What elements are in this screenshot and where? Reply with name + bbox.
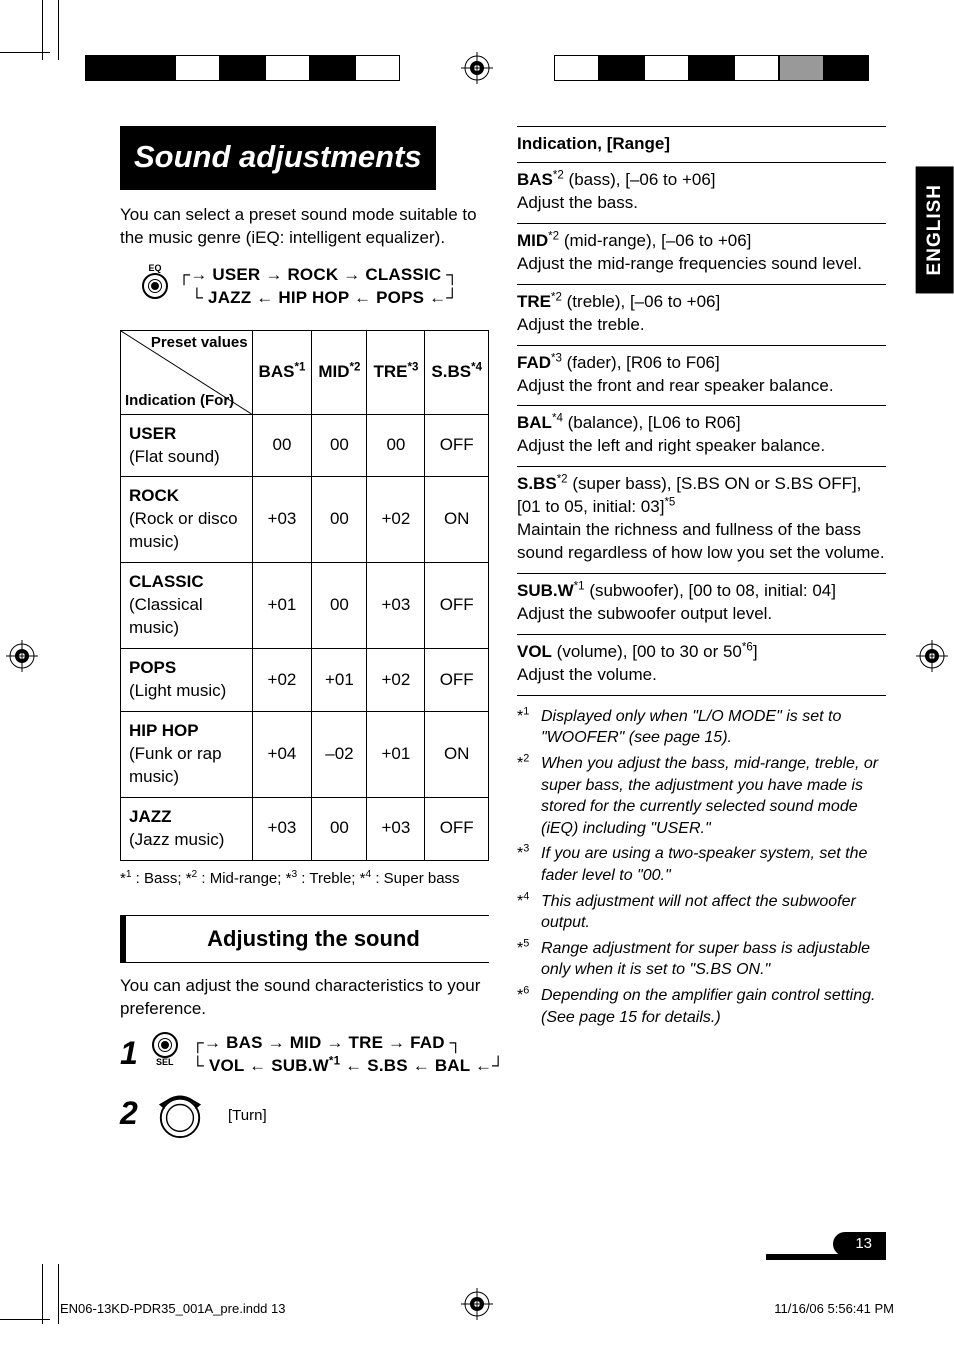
page-number: 13 bbox=[833, 1232, 886, 1256]
preset-legend: *1 : Bass; *2 : Mid-range; *3 : Treble; … bbox=[120, 869, 489, 889]
footer-right: 11/16/06 5:56:41 PM bbox=[774, 1300, 894, 1318]
preset-diag-header: Preset values Indication (For) bbox=[121, 330, 253, 414]
preset-cell: 00 bbox=[312, 414, 367, 477]
preset-row-label: POPS(Light music) bbox=[121, 649, 253, 712]
preset-row-label: ROCK(Rock or disco music) bbox=[121, 477, 253, 563]
preset-row-label: HIP HOP(Funk or rap music) bbox=[121, 711, 253, 797]
col-bas: BAS*1 bbox=[252, 330, 312, 414]
adjust-intro: You can adjust the sound characteristics… bbox=[120, 975, 489, 1021]
table-row: ROCK(Rock or disco music)+0300+02ON bbox=[121, 477, 489, 563]
intro-text: You can select a preset sound mode suita… bbox=[120, 204, 489, 250]
footer: EN06-13KD-PDR35_001A_pre.indd 13 11/16/0… bbox=[60, 1300, 894, 1318]
preset-cell: 00 bbox=[252, 414, 312, 477]
table-row: CLASSIC(Classical music)+0100+03OFF bbox=[121, 563, 489, 649]
preset-cell: +03 bbox=[367, 563, 425, 649]
preset-cell: +02 bbox=[367, 477, 425, 563]
col-tre: TRE*3 bbox=[367, 330, 425, 414]
step-2: 2 [Turn] bbox=[120, 1092, 489, 1140]
step-1: 1 SEL ┌→ BAS → MID → TRE → FAD ┐ └ VOL ←… bbox=[120, 1032, 489, 1078]
table-row: HIP HOP(Funk or rap music)+04–02+01ON bbox=[121, 711, 489, 797]
eq-cycle-diagram: EQ ┌→ USER → ROCK → CLASSIC ┐ └ JAZZ ← H… bbox=[142, 264, 489, 310]
indication-header: Indication, [Range] bbox=[517, 126, 886, 163]
indication-item: FAD*3 (fader), [R06 to F06]Adjust the fr… bbox=[517, 346, 886, 407]
preset-row-label: USER(Flat sound) bbox=[121, 414, 253, 477]
sel-cycle-row1: ┌→ BAS → MID → TRE → FAD ┐ bbox=[192, 1032, 505, 1055]
preset-cell: OFF bbox=[425, 563, 489, 649]
table-row: USER(Flat sound)000000OFF bbox=[121, 414, 489, 477]
preset-cell: –02 bbox=[312, 711, 367, 797]
preset-cell: +01 bbox=[312, 649, 367, 712]
footnote: *2When you adjust the bass, mid-range, t… bbox=[517, 753, 886, 839]
eq-button-icon bbox=[142, 273, 168, 299]
preset-row-label: CLASSIC(Classical music) bbox=[121, 563, 253, 649]
knob-icon bbox=[156, 1092, 204, 1140]
indication-item: MID*2 (mid-range), [–06 to +06]Adjust th… bbox=[517, 224, 886, 285]
preset-cell: 00 bbox=[312, 563, 367, 649]
indication-item: SUB.W*1 (subwoofer), [00 to 08, initial:… bbox=[517, 574, 886, 635]
preset-cell: +03 bbox=[252, 797, 312, 860]
table-row: JAZZ(Jazz music)+0300+03OFF bbox=[121, 797, 489, 860]
col-mid: MID*2 bbox=[312, 330, 367, 414]
sel-cycle-row2: └ VOL ← SUB.W*1 ← S.BS ← BAL ←┘ bbox=[192, 1055, 505, 1078]
registration-target-top bbox=[461, 52, 493, 84]
footer-left: EN06-13KD-PDR35_001A_pre.indd 13 bbox=[60, 1300, 285, 1318]
footnote: *6Depending on the amplifier gain contro… bbox=[517, 985, 886, 1028]
footnotes: *1Displayed only when "L/O MODE" is set … bbox=[517, 706, 886, 1028]
registration-blocks-left bbox=[85, 55, 400, 81]
preset-cell: 00 bbox=[367, 414, 425, 477]
footnote: *4This adjustment will not affect the su… bbox=[517, 891, 886, 934]
registration-target-left bbox=[6, 640, 38, 672]
preset-table: Preset values Indication (For) BAS*1 MID… bbox=[120, 330, 489, 861]
eq-button-label: EQ bbox=[148, 264, 161, 273]
footnote: *1Displayed only when "L/O MODE" is set … bbox=[517, 706, 886, 749]
adjust-heading: Adjusting the sound bbox=[138, 924, 489, 954]
sel-button-icon bbox=[152, 1032, 178, 1058]
preset-cell: +01 bbox=[367, 711, 425, 797]
footnote: *3If you are using a two-speaker system,… bbox=[517, 843, 886, 886]
sel-button-label: SEL bbox=[156, 1058, 174, 1067]
registration-target-right bbox=[916, 640, 948, 672]
adjust-heading-wrap: Adjusting the sound bbox=[120, 915, 489, 963]
col-sbs: S.BS*4 bbox=[425, 330, 489, 414]
preset-cell: +04 bbox=[252, 711, 312, 797]
indication-item: VOL (volume), [00 to 30 or 50*6]Adjust t… bbox=[517, 635, 886, 696]
preset-cell: ON bbox=[425, 711, 489, 797]
page-content: ENGLISH Sound adjustments You can select… bbox=[120, 126, 886, 1272]
step-1-num: 1 bbox=[120, 1032, 138, 1075]
preset-cell: +03 bbox=[252, 477, 312, 563]
indication-item: BAS*2 (bass), [–06 to +06]Adjust the bas… bbox=[517, 163, 886, 224]
language-tab: ENGLISH bbox=[916, 166, 954, 293]
eq-cycle-row1: ┌→ USER → ROCK → CLASSIC ┐ bbox=[178, 264, 459, 287]
preset-cell: OFF bbox=[425, 414, 489, 477]
preset-cell: OFF bbox=[425, 797, 489, 860]
preset-row-label: JAZZ(Jazz music) bbox=[121, 797, 253, 860]
preset-cell: ON bbox=[425, 477, 489, 563]
step-2-num: 2 bbox=[120, 1092, 142, 1135]
indication-item: TRE*2 (treble), [–06 to +06]Adjust the t… bbox=[517, 285, 886, 346]
table-row: POPS(Light music)+02+01+02OFF bbox=[121, 649, 489, 712]
preset-cell: 00 bbox=[312, 797, 367, 860]
right-column: Indication, [Range] BAS*2 (bass), [–06 t… bbox=[517, 126, 886, 1154]
page-title: Sound adjustments bbox=[120, 126, 436, 190]
indication-item: BAL*4 (balance), [L06 to R06]Adjust the … bbox=[517, 406, 886, 467]
turn-label: [Turn] bbox=[228, 1106, 267, 1126]
eq-cycle-row2: └ JAZZ ← HIP HOP ← POPS ←┘ bbox=[178, 287, 459, 310]
preset-cell: 00 bbox=[312, 477, 367, 563]
indication-item: S.BS*2 (super bass), [S.BS ON or S.BS OF… bbox=[517, 467, 886, 574]
registration-blocks-right bbox=[554, 55, 869, 81]
left-column: Sound adjustments You can select a prese… bbox=[120, 126, 489, 1154]
preset-cell: +01 bbox=[252, 563, 312, 649]
preset-cell: +02 bbox=[367, 649, 425, 712]
preset-cell: OFF bbox=[425, 649, 489, 712]
footnote: *5Range adjustment for super bass is adj… bbox=[517, 938, 886, 981]
preset-cell: +03 bbox=[367, 797, 425, 860]
preset-cell: +02 bbox=[252, 649, 312, 712]
